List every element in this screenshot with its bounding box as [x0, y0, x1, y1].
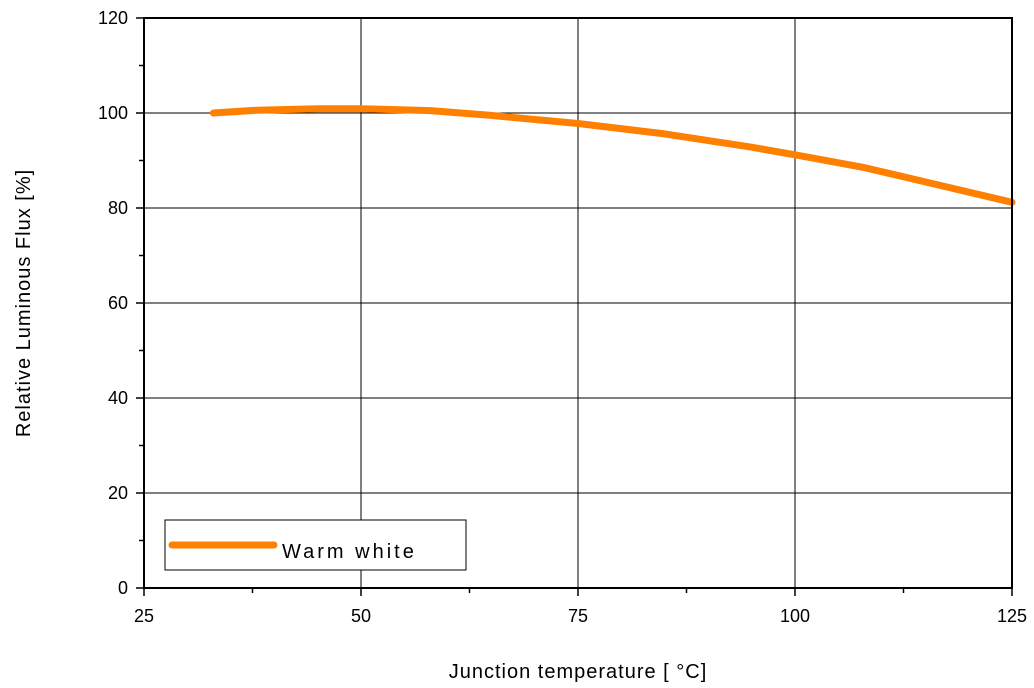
y-tick-label: 20	[108, 483, 128, 503]
y-axis-title: Relative Luminous Flux [%]	[13, 169, 35, 437]
y-tick-labels: 0 20 40 60 80 100 120	[98, 8, 128, 598]
x-tick-label: 125	[997, 606, 1027, 626]
x-tick-labels: 25 50 75 100 125	[134, 606, 1027, 626]
x-tick-label: 25	[134, 606, 154, 626]
y-tick-label: 120	[98, 8, 128, 28]
series-layer	[209, 105, 1016, 206]
y-tick-label: 40	[108, 388, 128, 408]
y-tick-label: 0	[118, 578, 128, 598]
y-tick-label: 80	[108, 198, 128, 218]
series-line-warm-white	[209, 105, 1016, 206]
grid-lines	[144, 18, 1012, 588]
legend: Warm white	[164, 519, 467, 571]
x-tick-label: 75	[568, 606, 588, 626]
x-tick-label: 50	[351, 606, 371, 626]
y-tick-label: 100	[98, 103, 128, 123]
axis-ticks	[136, 17, 1013, 596]
legend-label-warm-white: Warm white	[282, 541, 417, 563]
x-tick-label: 100	[780, 606, 810, 626]
x-axis-title: Junction temperature [ °C]	[449, 661, 708, 683]
y-tick-label: 60	[108, 293, 128, 313]
